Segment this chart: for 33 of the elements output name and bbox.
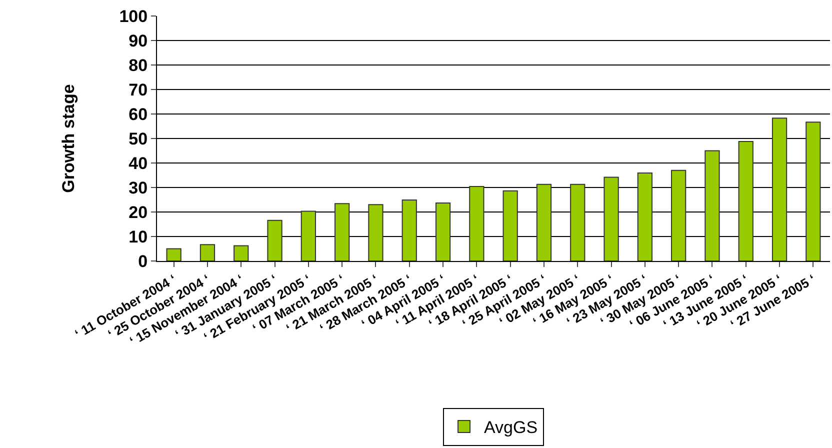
y-tick-label: 80 [128, 56, 148, 75]
y-tick-label: 30 [128, 178, 148, 198]
bar [368, 204, 384, 261]
y-tick-label: 10 [128, 227, 148, 246]
bar [267, 220, 282, 261]
bar [469, 186, 484, 261]
y-tick-label: 0 [138, 252, 148, 271]
y-tick-label: 100 [119, 6, 148, 26]
bar [604, 176, 619, 261]
bar [637, 172, 652, 261]
legend-label: AvgGS [484, 418, 538, 438]
bar [806, 122, 821, 261]
y-tick-label: 70 [128, 80, 148, 100]
y-tick-label: 40 [128, 154, 148, 173]
bar [200, 244, 216, 261]
y-tick-label: 60 [128, 104, 148, 124]
bar [300, 210, 316, 261]
bar [772, 118, 788, 261]
y-tick-label: 20 [128, 202, 148, 222]
y-axis-title: Growth stage [58, 84, 78, 193]
bar [536, 184, 552, 261]
bar [435, 202, 451, 261]
bar [704, 150, 720, 261]
bar [234, 245, 249, 261]
bar [334, 203, 350, 261]
bar [402, 200, 417, 261]
y-tick-label: 50 [128, 129, 148, 148]
bar [166, 248, 182, 261]
bar [502, 190, 518, 261]
y-tick-label: 90 [128, 31, 148, 50]
bar [738, 140, 754, 261]
bar [671, 170, 686, 261]
bar [570, 184, 586, 261]
